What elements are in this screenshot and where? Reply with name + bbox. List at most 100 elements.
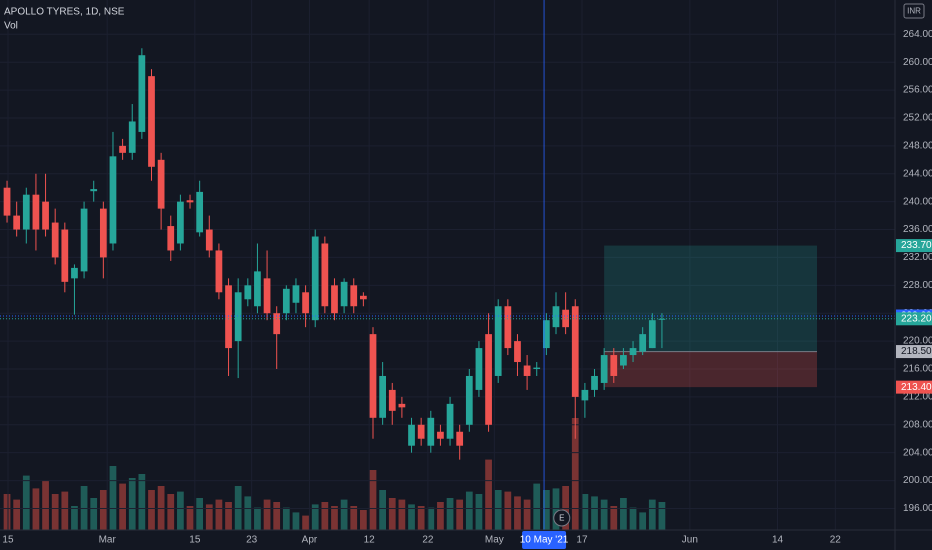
candle-body [273,313,281,335]
volume-bar [600,499,608,530]
volume-bar [581,494,589,530]
volume-bar [620,498,627,530]
volume-bar [32,488,40,530]
candle-body [379,375,387,418]
chart-title: APOLLO TYRES, 1D, NSE [4,7,125,18]
volume-bar [99,490,107,530]
candle-body [205,229,213,251]
volume-bar [610,506,618,530]
volume-label: Vol [4,21,18,32]
candle-body [32,194,40,230]
volume-bar [42,480,49,530]
candle-body [234,292,242,342]
candle-body [186,200,194,203]
volume-bar [148,490,155,530]
volume-bar [90,498,98,530]
volume-bar [427,507,435,530]
x-tick-label: May [485,535,504,546]
candle-body [369,334,377,418]
x-tick-label: 17 [576,535,588,546]
price-tag [896,312,932,326]
volume-bar [13,499,21,530]
crosshair-x-box [522,531,567,549]
volume-bar [494,490,502,530]
candle-body [514,341,521,363]
y-tick-label: 260.00 [903,57,932,68]
candle-body [417,424,425,439]
volume-bar [254,507,261,530]
volume-bar [388,498,396,530]
currency[interactable]: INR [907,7,921,16]
candle-body [571,306,579,397]
y-tick-label: 200.00 [903,475,932,486]
candle-body [533,367,541,369]
candle-body [254,271,261,307]
volume-bar [167,494,175,530]
volume-bar [273,502,281,530]
candle-body [456,431,464,446]
x-tick-label: 22 [422,535,434,546]
candle-body [302,292,309,314]
volume-bar [379,490,387,530]
candle-body [494,306,502,376]
candle-body [427,417,435,446]
price-layer: E [0,0,895,530]
candle-body [225,285,232,349]
volume-bar [485,459,492,530]
volume-bar [311,504,319,530]
candle-body [51,222,59,258]
y-tick-label: 212.00 [903,392,932,403]
candle-body [177,201,184,244]
candle-body [215,250,223,293]
candle-body [90,189,98,192]
candle-body [128,121,136,153]
candle-body [523,365,531,376]
y-tick-label: 252.00 [903,113,932,124]
volume-bar [331,506,338,530]
price-tag-label: 218.50 [901,346,932,357]
price-tag-label: 223.20 [901,313,932,324]
volume-bar [196,498,204,530]
candle-body [465,375,473,425]
volume-bar [186,506,194,530]
target-zone [604,245,817,352]
candle-body [13,215,21,230]
candle-body [61,229,69,282]
x-tick-label: 23 [246,535,258,546]
candle-body [263,278,271,314]
candle-body [22,194,30,230]
x-tick-label: Mar [99,535,117,546]
candle-body [475,348,483,390]
candle-body [446,403,454,439]
stop-zone [604,351,817,388]
candle-body [350,285,358,307]
currency-box[interactable] [903,3,925,19]
y-tick-label: 208.00 [903,419,932,430]
candle-body [3,187,11,216]
earnings-label: E [559,514,564,523]
candle-body [658,318,666,320]
volume-bar [22,475,30,530]
candle-body [196,191,204,233]
candle-body [408,424,415,446]
volume-bar [465,491,473,530]
volume-bar [437,502,444,530]
volume-bar [340,499,348,530]
volume-bar [119,483,126,530]
candle-body [340,281,348,307]
volume-bar [475,494,483,530]
y-tick-label: 240.00 [903,196,932,207]
volume-bar [417,506,425,530]
candle-body [600,355,608,383]
x-tick-label: 15 [2,535,14,546]
candle-body [282,288,290,314]
volume-bar [3,494,11,530]
volume-bar [244,496,252,530]
volume-bar [282,507,290,530]
volume-bar [446,498,454,530]
y-tick-label: 264.00 [903,29,932,40]
volume-bar [408,504,415,530]
price-tag [896,239,932,253]
